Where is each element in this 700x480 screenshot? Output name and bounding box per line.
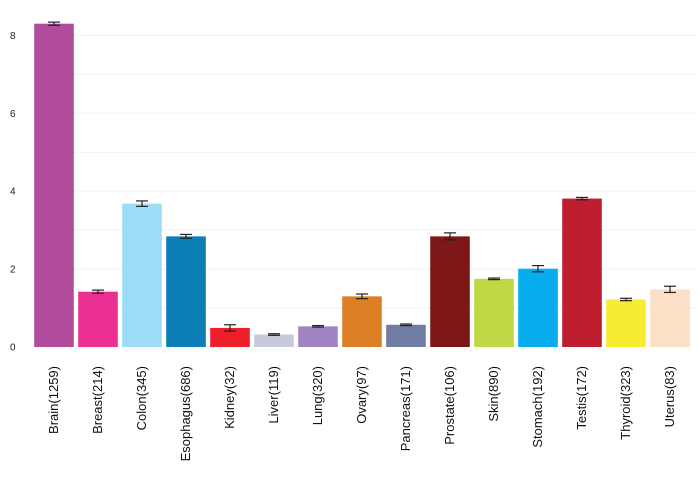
y-tick-label: 2	[10, 265, 16, 276]
bars	[34, 23, 690, 348]
error-bar	[444, 232, 456, 241]
y-axis-ticks: 0 2 4 6 8	[10, 31, 16, 354]
x-tick-label: Thyroid(323)	[618, 366, 633, 440]
x-tick-label: Esophagus(686)	[178, 366, 193, 461]
error-bar	[224, 324, 236, 332]
y-tick-label: 4	[10, 187, 16, 198]
error-bar	[48, 21, 60, 26]
error-bars	[48, 21, 676, 336]
error-bar	[356, 293, 368, 300]
error-bar	[180, 233, 192, 239]
error-bar	[92, 289, 104, 294]
x-tick-label: Uterus(83)	[662, 366, 677, 427]
x-tick-label: Lung(320)	[310, 366, 325, 425]
x-tick-label: Pancreas(171)	[398, 366, 413, 451]
bar	[606, 299, 646, 347]
x-axis-labels: Brain(1259) Breast(214) Colon(345) Esophagu…	[46, 366, 677, 461]
error-bar	[576, 196, 588, 201]
x-tick-label: Liver(119)	[266, 366, 281, 424]
bar	[210, 327, 250, 347]
x-tick-label: Kidney(32)	[222, 366, 237, 429]
bar	[386, 324, 426, 347]
x-tick-label: Testis(172)	[574, 366, 589, 430]
bar	[34, 23, 74, 348]
bar	[474, 278, 514, 347]
bar	[562, 198, 602, 347]
x-tick-label: Brain(1259)	[46, 366, 61, 434]
bar	[342, 296, 382, 347]
x-tick-label: Skin(890)	[486, 366, 501, 422]
x-tick-label: Prostate(106)	[442, 366, 457, 445]
error-bar	[532, 264, 544, 273]
bar	[166, 236, 206, 347]
y-tick-label: 6	[10, 109, 16, 120]
x-tick-label: Breast(214)	[90, 366, 105, 434]
bar	[78, 291, 118, 347]
bar	[122, 203, 162, 347]
bar	[298, 326, 338, 347]
error-bar	[620, 297, 632, 302]
error-bar	[664, 285, 676, 294]
error-bar	[312, 324, 324, 328]
error-bar	[488, 277, 500, 281]
bar	[254, 334, 294, 347]
x-tick-label: Ovary(97)	[354, 366, 369, 424]
y-tick-label: 8	[10, 31, 16, 42]
error-bar	[136, 200, 148, 207]
x-tick-label: Stomach(192)	[530, 366, 545, 448]
error-bar	[268, 333, 280, 336]
y-tick-label: 0	[10, 343, 16, 354]
error-bar	[400, 323, 412, 327]
x-tick-label: Colon(345)	[134, 366, 149, 430]
bar	[650, 289, 690, 347]
bar	[430, 236, 470, 347]
bar	[518, 268, 558, 347]
